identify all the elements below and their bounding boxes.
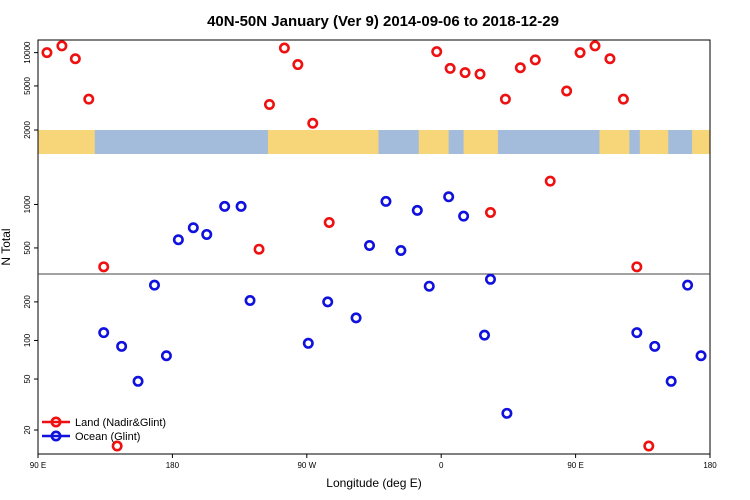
ocean-point [423,280,435,292]
land-point [111,440,123,452]
land-region [463,130,498,154]
ocean-point [187,222,199,234]
y-axis-title: N Total [0,228,13,265]
ocean-point [631,327,643,339]
y-tick-label: 20 [23,425,32,434]
land-point [431,46,443,58]
y-tick-label: 500 [23,241,32,255]
legend-label: Ocean (Glint) [75,431,140,443]
ocean-point [148,279,160,291]
land-region [599,130,630,154]
scatter-points [41,40,707,452]
ocean-point [201,228,213,240]
land-region [639,130,669,154]
legend-label: Land (Nadir&Glint) [75,417,166,429]
ocean-point [235,200,247,212]
ocean-point [484,273,496,285]
ocean-point [302,337,314,349]
land-region [692,130,710,154]
land-point [278,42,290,54]
chart-legend: Land (Nadir&Glint) Ocean (Glint) [42,416,166,443]
ocean-point [380,195,392,207]
land-point [474,68,486,80]
ocean-point [219,200,231,212]
ocean-point [443,191,455,203]
land-point [83,93,95,105]
land-point [484,206,496,218]
land-region [418,130,449,154]
land-point [459,67,471,79]
ocean-point [695,350,707,362]
legend-marker [50,416,62,428]
land-ocean-map-band [38,130,710,154]
land-point [514,62,526,74]
x-tick-label: 180 [166,461,180,470]
x-tick-label: 0 [439,461,444,470]
land-region [72,130,95,154]
land-point [323,217,335,229]
ocean-point [479,329,491,341]
x-tick-label: 90 E [567,461,583,470]
land-point [574,47,586,59]
ocean-point [350,312,362,324]
y-tick-label: 5000 [23,76,32,94]
land-point [643,440,655,452]
land-region [267,130,379,154]
ocean-point [501,407,513,419]
ocean-point [132,375,144,387]
y-tick-label: 2000 [23,121,32,139]
y-tick-label: 200 [23,295,32,309]
y-tick-label: 50 [23,374,32,383]
ocean-point [682,279,694,291]
ocean-point [244,294,256,306]
land-point [631,261,643,273]
land-point [444,62,456,74]
ocean-point [98,327,110,339]
x-tick-label: 90 E [30,461,46,470]
land-point [56,40,68,52]
ocean-point [458,210,470,222]
y-axis: 5000 10000 20 50 100 200 500 1000 2000 [23,41,38,434]
ocean-point [395,244,407,256]
x-tick-label: 90 W [297,461,316,470]
land-point [604,53,616,65]
ocean-point [322,296,334,308]
ocean-point [172,234,184,246]
land-point [292,59,304,71]
ocean-point [364,239,376,251]
y-tick-label: 1000 [23,195,32,213]
y-tick-label: 10000 [23,41,32,64]
land-point [307,117,319,129]
ocean-point [160,350,172,362]
ocean-point [649,340,661,352]
land-point [41,47,53,59]
land-point [253,243,265,255]
land-point [617,93,629,105]
land-region [38,130,79,154]
land-point [529,54,541,66]
legend-marker [50,430,62,442]
ocean-point [665,375,677,387]
y-tick-label: 100 [23,333,32,347]
x-tick-label: 180 [703,461,717,470]
land-point [263,98,275,110]
x-axis-title: Longitude (deg E) [326,476,421,490]
chart-title: 40N-50N January (Ver 9) 2014-09-06 to 20… [207,13,559,30]
ocean-point [116,340,128,352]
land-point [499,93,511,105]
land-point [561,85,573,97]
ocean-point [411,204,423,216]
land-point [98,261,110,273]
land-point [69,53,81,65]
plot-frame [37,39,711,455]
land-point [589,40,601,52]
land-point [544,175,556,187]
x-axis: 90 E 180 90 W 0 90 E 180 [30,454,717,470]
